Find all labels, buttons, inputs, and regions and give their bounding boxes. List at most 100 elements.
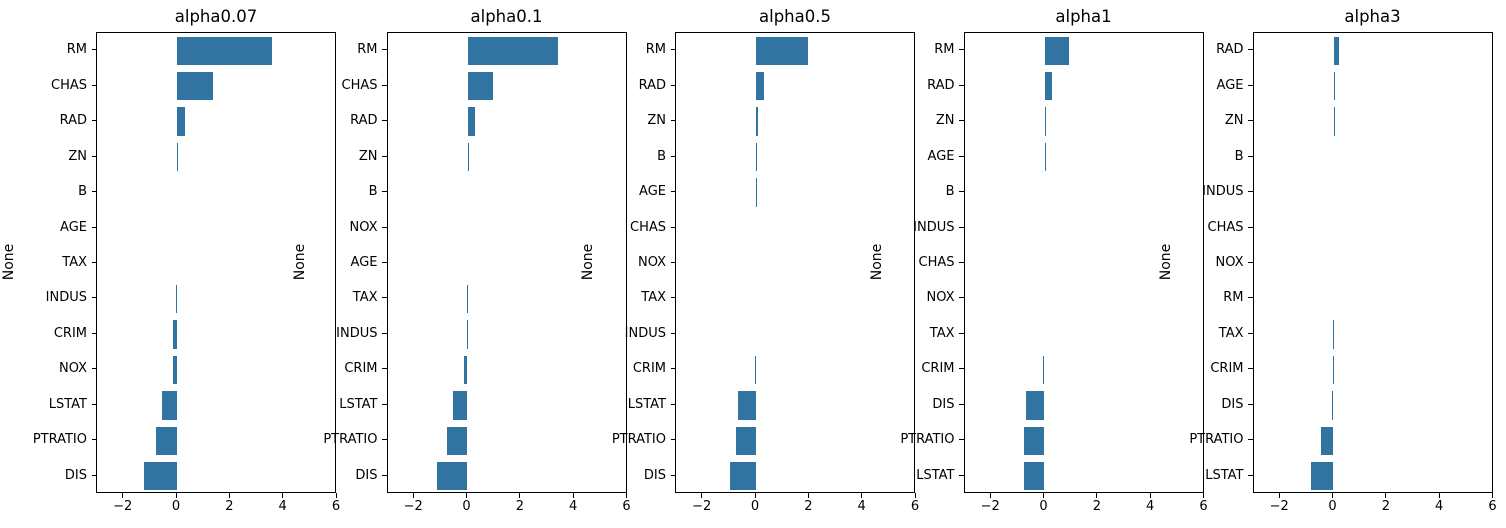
category-label-ptratio: PTRATIO	[32, 432, 87, 448]
category-label-crim: CRIM	[632, 361, 666, 377]
x-tick	[861, 493, 863, 498]
plot-box	[675, 32, 915, 493]
y-tick	[670, 49, 675, 51]
y-tick	[670, 120, 675, 122]
x-tick-label: 6	[910, 499, 920, 514]
category-label-ptratio: PTRATIO	[611, 432, 666, 448]
y-tick	[959, 403, 964, 405]
x-tick-label: 6	[331, 499, 341, 514]
x-tick-label: 6	[1199, 499, 1208, 514]
bar-dis	[436, 462, 468, 491]
bar-rad	[1044, 71, 1053, 101]
y-tick	[1248, 262, 1253, 263]
bar-crim	[1332, 355, 1334, 385]
chart-title: alpha0.5	[759, 7, 831, 26]
y-tick	[382, 332, 387, 334]
category-label-crim: CRIM	[344, 361, 378, 377]
y-tick	[382, 439, 387, 441]
plot-box	[1252, 32, 1493, 493]
x-tick-label: −2	[113, 499, 133, 514]
bar-lstat	[162, 391, 177, 420]
category-label-tax: TAX	[929, 325, 955, 341]
y-tick	[382, 49, 387, 51]
y-tick	[382, 368, 387, 370]
bar-zn	[467, 142, 469, 172]
category-label-age: AGE	[60, 219, 87, 235]
x-tick-label: 0	[462, 499, 471, 514]
y-tick	[1248, 191, 1253, 193]
category-label-nox: NOX	[1215, 255, 1244, 270]
y-tick	[670, 191, 675, 193]
y-tick	[91, 84, 96, 86]
x-tick-label: 2	[515, 499, 524, 514]
subplot-alpha0-5: alpha0.5 None RM RAD ZN B AGE CHAS NOX TAX INDUS…	[579, 0, 919, 528]
y-tick	[959, 332, 964, 334]
category-label-zn: ZN	[358, 148, 378, 164]
x-tick	[1278, 493, 1280, 498]
bar-chas	[177, 71, 213, 101]
x-tick	[1203, 493, 1204, 498]
x-tick	[1149, 493, 1151, 498]
category-label-age: AGE	[1216, 77, 1244, 93]
y-tick	[382, 84, 387, 86]
y-tick	[959, 120, 964, 122]
x-tick-label: 4	[569, 499, 578, 514]
category-label-rad: RAD	[1216, 42, 1244, 58]
x-tick-label: 6	[1488, 499, 1497, 514]
y-tick	[91, 120, 96, 122]
bar-ptratio	[1321, 426, 1334, 455]
x-tick-label: 0	[1328, 499, 1337, 514]
bar-indus	[175, 284, 177, 314]
y-tick	[91, 368, 96, 370]
category-label-indus: INDUS	[45, 290, 87, 306]
category-label-nox: NOX	[58, 361, 87, 377]
y-tick	[91, 474, 96, 476]
y-tick	[91, 297, 96, 299]
x-tick-label: 0	[171, 499, 181, 514]
category-label-rad: RAD	[350, 113, 378, 129]
category-label-crim: CRIM	[53, 325, 87, 341]
bar-zn	[177, 142, 179, 172]
y-tick	[1248, 226, 1253, 228]
category-label-crim: CRIM	[921, 361, 955, 377]
category-label-rad: RAD	[927, 77, 955, 93]
category-label-tax: TAX	[641, 290, 666, 306]
category-label-dis: DIS	[643, 467, 666, 483]
y-tick	[91, 191, 96, 193]
y-tick	[670, 368, 675, 370]
y-tick	[959, 191, 964, 193]
bar-rm	[467, 36, 559, 65]
y-tick	[670, 332, 675, 334]
category-label-zn: ZN	[1224, 113, 1244, 129]
x-tick	[519, 493, 521, 498]
y-tick	[1248, 332, 1253, 334]
y-tick	[1248, 403, 1253, 405]
y-tick	[959, 297, 964, 299]
bar-crim	[754, 355, 756, 385]
bar-b	[756, 142, 758, 172]
category-label-chas: CHAS	[630, 219, 666, 235]
category-label-chas: CHAS	[918, 255, 955, 270]
x-tick-label: −2	[980, 499, 1000, 514]
category-label-rm: RM	[357, 42, 378, 58]
y-tick	[1248, 297, 1253, 299]
category-label-dis: DIS	[932, 396, 955, 412]
x-tick-label: 4	[1146, 499, 1155, 514]
x-tick	[1332, 493, 1333, 498]
bar-crim	[464, 355, 468, 385]
y-tick	[382, 262, 387, 263]
x-tick-label: 2	[225, 499, 234, 514]
category-label-chas: CHAS	[51, 77, 87, 93]
x-tick	[335, 493, 337, 498]
category-label-indus: INDUS	[336, 325, 378, 341]
bar-dis	[144, 462, 177, 491]
y-tick	[91, 155, 96, 157]
category-label-chas: CHAS	[341, 77, 378, 93]
chart-title: alpha3	[1344, 7, 1401, 26]
x-tick	[989, 493, 991, 498]
chart-title: alpha0.07	[174, 7, 258, 26]
x-tick	[1385, 493, 1387, 498]
bar-ptratio	[735, 426, 756, 455]
bar-nox	[172, 355, 177, 385]
bar-lstat	[1023, 462, 1045, 491]
